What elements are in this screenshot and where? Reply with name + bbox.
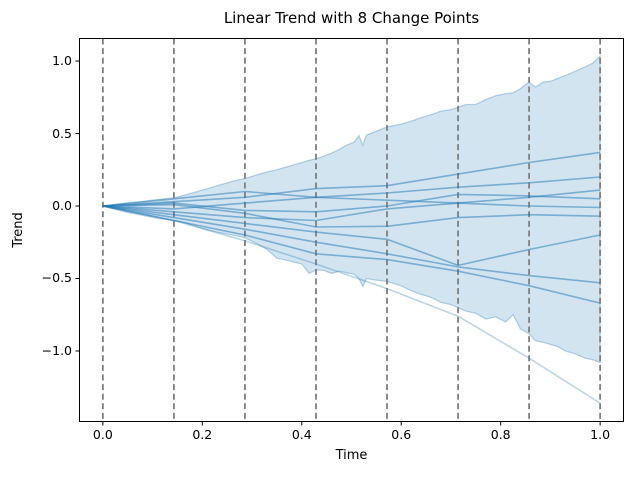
y-tick-label: 1.0: [52, 53, 72, 69]
trend-sample-10: [102, 205, 601, 404]
trend-sample-3: [102, 189, 601, 207]
x-tick-label: 1.0: [590, 427, 611, 442]
y-tick-label: −0.5: [41, 270, 72, 286]
y-tick-label: −1.0: [41, 342, 72, 358]
y-axis-label: Trend: [11, 212, 26, 248]
trend-sample-4: [102, 193, 601, 213]
chart-title: Linear Trend with 8 Change Points: [223, 9, 480, 27]
x-tick-label: 0.4: [291, 427, 312, 442]
axes-spines: [79, 38, 624, 422]
trend-sample-8: [102, 205, 601, 284]
x-axis-label: Time: [335, 448, 368, 463]
x-tick-label: 0.0: [92, 427, 113, 442]
trend-sample-1: [102, 151, 601, 207]
x-tick-label: 0.6: [391, 427, 412, 442]
x-tick-label: 0.2: [192, 427, 213, 442]
x-tick-label: 0.8: [490, 427, 511, 442]
trend-sample-2: [102, 176, 601, 210]
y-tick-label: 0.5: [52, 125, 72, 141]
trend-sample-5: [102, 202, 601, 222]
trend-sample-9: [102, 205, 601, 304]
y-tick-label: 0.0: [52, 198, 72, 213]
trend-sample-6: [102, 203, 601, 228]
trend-sample-7: [102, 205, 601, 267]
